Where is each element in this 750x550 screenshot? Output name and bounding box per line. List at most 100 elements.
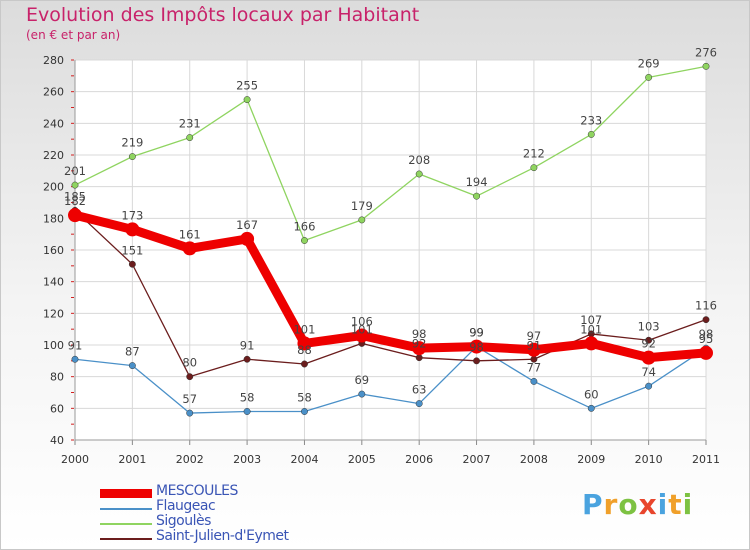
data-point	[358, 390, 366, 398]
data-label: 92	[412, 337, 427, 351]
data-point	[354, 328, 369, 343]
x-tick-label: 2003	[233, 453, 261, 466]
data-label: 166	[293, 220, 315, 234]
data-label: 212	[523, 147, 545, 161]
y-tick-label: 200	[43, 181, 64, 194]
data-label: 161	[179, 227, 201, 241]
x-tick-label: 2004	[290, 453, 318, 466]
data-label: 106	[351, 315, 373, 329]
data-point	[128, 260, 136, 268]
data-label: 58	[297, 391, 312, 405]
legend-swatch	[100, 523, 152, 525]
data-label: 201	[64, 164, 86, 178]
data-label: 63	[412, 383, 427, 397]
data-point	[473, 192, 480, 200]
chart-subtitle: (en € et par an)	[26, 28, 121, 42]
data-label: 91	[68, 338, 83, 352]
data-label: 98	[699, 327, 714, 341]
data-label: 269	[638, 56, 660, 70]
data-label: 98	[412, 327, 427, 341]
data-label: 92	[641, 337, 656, 351]
x-tick-label: 2008	[520, 453, 548, 466]
data-point	[699, 345, 713, 360]
legend-label: Saint-Julien-d'Eymet	[156, 528, 289, 544]
chart-title: Evolution des Impôts locaux par Habitant	[26, 4, 420, 26]
data-point	[243, 96, 251, 104]
data-point	[702, 62, 710, 70]
data-point	[702, 316, 710, 324]
data-label: 233	[580, 113, 602, 127]
y-tick-label: 100	[43, 339, 64, 352]
y-tick-label: 60	[50, 402, 64, 415]
data-point	[71, 181, 79, 189]
data-label: 151	[121, 243, 143, 257]
y-tick-label: 260	[43, 86, 64, 99]
y-tick-label: 240	[43, 117, 64, 130]
series-line-flaugeac	[74, 345, 707, 414]
y-tick-label: 160	[43, 244, 64, 257]
data-label: 80	[182, 356, 197, 370]
y-tick-label: 280	[43, 54, 64, 67]
data-point	[645, 382, 653, 390]
data-label: 95	[699, 332, 714, 346]
data-label: 276	[695, 45, 717, 59]
data-point	[473, 357, 480, 365]
data-label: 77	[527, 360, 542, 374]
data-point	[645, 73, 653, 81]
data-point	[182, 241, 197, 256]
legend-swatch	[100, 538, 152, 540]
data-label: 88	[297, 343, 312, 357]
data-point	[526, 342, 541, 357]
proxiti-logo: Proxiti	[582, 488, 694, 521]
data-point	[641, 350, 656, 365]
data-label: 167	[236, 218, 258, 232]
data-point	[125, 222, 140, 237]
x-tick-label: 2000	[61, 453, 89, 466]
data-point	[128, 153, 136, 161]
data-point	[412, 341, 427, 356]
data-label: 74	[641, 365, 656, 379]
series-line-sigoul-s	[74, 65, 707, 242]
data-point	[243, 355, 251, 363]
x-tick-label: 2002	[176, 453, 204, 466]
data-point	[297, 336, 312, 351]
data-label: 97	[527, 329, 542, 343]
series-line-mescoules	[70, 210, 711, 363]
data-label: 208	[408, 153, 430, 167]
data-point	[243, 408, 251, 415]
data-point	[530, 377, 538, 385]
series-line-saint-julien-d-eymet	[74, 209, 707, 378]
x-tick-label: 2001	[118, 453, 146, 466]
data-label: 219	[121, 136, 143, 150]
x-tick-label: 2009	[577, 453, 605, 466]
data-label: 91	[240, 338, 255, 352]
legend-label: Sigoulès	[156, 513, 211, 529]
legend-swatch	[100, 508, 152, 510]
x-tick-label: 2010	[635, 453, 663, 466]
data-point	[186, 134, 194, 142]
legend-label: MESCOULES	[156, 483, 238, 499]
y-tick-label: 120	[43, 307, 64, 320]
y-tick-label: 180	[43, 212, 64, 225]
y-tick-label: 40	[50, 434, 64, 447]
data-label: 231	[179, 117, 201, 131]
data-point	[530, 164, 538, 172]
legend-label: Flaugeac	[156, 498, 216, 514]
data-point	[415, 354, 423, 362]
data-label: 58	[240, 391, 255, 405]
data-point	[469, 339, 484, 354]
x-tick-label: 2011	[692, 453, 720, 466]
data-label: 173	[121, 208, 143, 222]
data-point	[415, 400, 423, 408]
data-label: 60	[584, 387, 599, 401]
data-point	[415, 170, 423, 178]
data-label: 182	[64, 194, 86, 208]
data-point	[71, 355, 79, 363]
data-point	[186, 409, 194, 417]
data-label: 98	[469, 340, 484, 354]
data-point	[128, 362, 136, 370]
data-label: 103	[638, 319, 660, 333]
y-tick-label: 220	[43, 149, 64, 162]
y-tick-label: 80	[50, 371, 64, 384]
data-label: 99	[469, 326, 484, 340]
